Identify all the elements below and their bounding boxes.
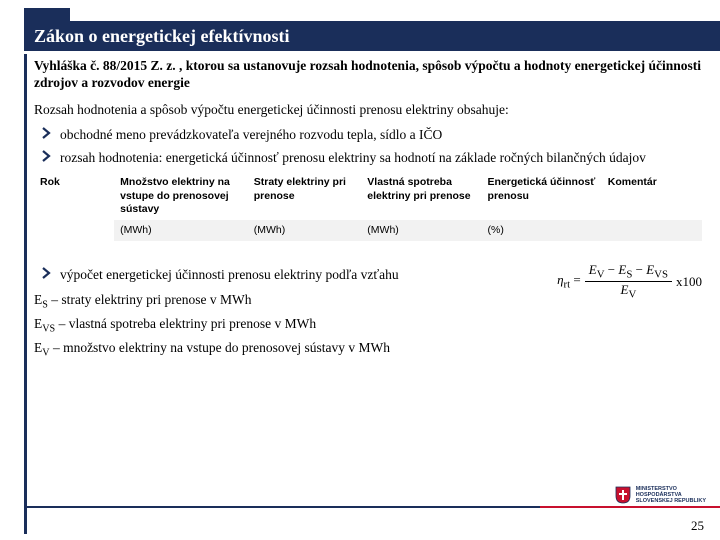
data-table: Rok Množstvo elektriny na vstupe do pren… [34, 172, 702, 257]
footer-rule [0, 506, 720, 508]
content-area: Vyhláška č. 88/2015 Z. z. , ktorou sa us… [34, 58, 702, 365]
page-title: Zákon o energetickej efektívnosti [34, 26, 289, 47]
table-header: Rok [34, 172, 114, 219]
chevron-icon [40, 127, 52, 139]
bullet-text: obchodné meno prevádzkovateľa verejného … [60, 127, 442, 142]
left-rule [24, 54, 27, 534]
chevron-icon [40, 150, 52, 162]
header-accent [24, 8, 70, 21]
calculation-block: výpočet energetickej účinnosti prenosu e… [34, 267, 702, 361]
table-header: Energetická účinnosť prenosu [482, 172, 602, 219]
ministry-logo-block: MINISTERSTVO HOSPODÁRSTVA SLOVENSKEJ REP… [615, 486, 706, 504]
bullet-item: rozsah hodnotenia: energetická účinnosť … [34, 150, 702, 167]
definition: EVS – vlastná spotreba elektriny pri pre… [34, 316, 702, 336]
table-header: Straty elektriny pri prenose [248, 172, 362, 219]
bullet-text: výpočet energetickej účinnosti prenosu e… [60, 267, 399, 282]
table-cell: (MWh) [114, 220, 248, 241]
ministry-line: SLOVENSKEJ REPUBLIKY [636, 498, 706, 504]
table-header: Vlastná spotreba elektriny pri prenose [361, 172, 481, 219]
page-number: 25 [691, 518, 704, 534]
table-header-row: Rok Množstvo elektriny na vstupe do pren… [34, 172, 702, 219]
table-cell [34, 220, 114, 241]
table-empty-row [34, 241, 702, 257]
formula: ηrt = EV − ES − EVS EV x100 [557, 263, 702, 301]
bullet-item: obchodné meno prevádzkovateľa verejného … [34, 127, 702, 144]
table-cell: (MWh) [361, 220, 481, 241]
definition: EV – množstvo elektriny na vstupe do pre… [34, 340, 702, 360]
chevron-icon [40, 267, 52, 279]
table-cell: (MWh) [248, 220, 362, 241]
table-cell: (%) [482, 220, 602, 241]
crest-icon [615, 486, 631, 504]
bullet-text: rozsah hodnotenia: energetická účinnosť … [60, 150, 646, 165]
intro-paragraph: Rozsah hodnotenia a spôsob výpočtu energ… [34, 102, 702, 119]
table-cell [602, 220, 702, 241]
page-title-bar: Zákon o energetickej efektívnosti [24, 21, 720, 51]
subtitle: Vyhláška č. 88/2015 Z. z. , ktorou sa us… [34, 58, 702, 92]
table-header: Komentár [602, 172, 702, 219]
table-header: Množstvo elektriny na vstupe do prenosov… [114, 172, 248, 219]
table-unit-row: (MWh) (MWh) (MWh) (%) [34, 220, 702, 241]
